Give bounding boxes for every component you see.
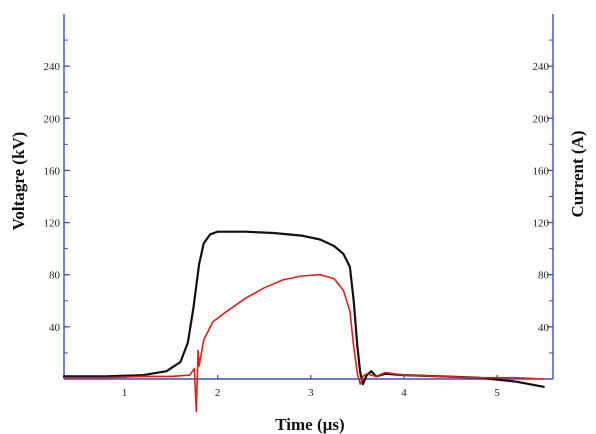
x-tick-label: 4 [401, 387, 407, 399]
left-y-tick-label: 40 [49, 322, 61, 334]
axes-group [63, 14, 554, 380]
voltage-series-line [62, 230, 545, 388]
left-y-tick-label: 120 [44, 218, 61, 230]
left-y-tick-label: 240 [44, 61, 61, 73]
right-y-tick-label: 240 [533, 61, 550, 73]
right-y-tick-label: 120 [533, 218, 550, 230]
left-y-tick-label: 160 [44, 165, 61, 177]
left-y-axis-title: Voltagre (kV) [9, 132, 28, 231]
left-y-tick-label: 80 [49, 270, 61, 282]
left-y-tick-label: 200 [44, 113, 61, 125]
right-y-axis-title: Current (A) [568, 130, 587, 217]
x-tick-label: 5 [494, 387, 500, 399]
x-axis-title: Time (µs) [275, 415, 344, 434]
right-y-tick-label: 40 [538, 322, 550, 334]
x-tick-label: 3 [308, 387, 314, 399]
x-tick-label: 1 [122, 387, 128, 399]
right-y-tick-label: 200 [533, 113, 550, 125]
series-group [62, 230, 545, 413]
right-y-tick-label: 80 [538, 270, 550, 282]
current-series-line [63, 273, 545, 413]
right-y-tick-label: 160 [533, 165, 550, 177]
x-tick-label: 2 [215, 387, 221, 399]
tick-group: 40 80 120 160 200 240 40 80 120 160 200 240 1 2 3 4 5 [44, 39, 553, 399]
